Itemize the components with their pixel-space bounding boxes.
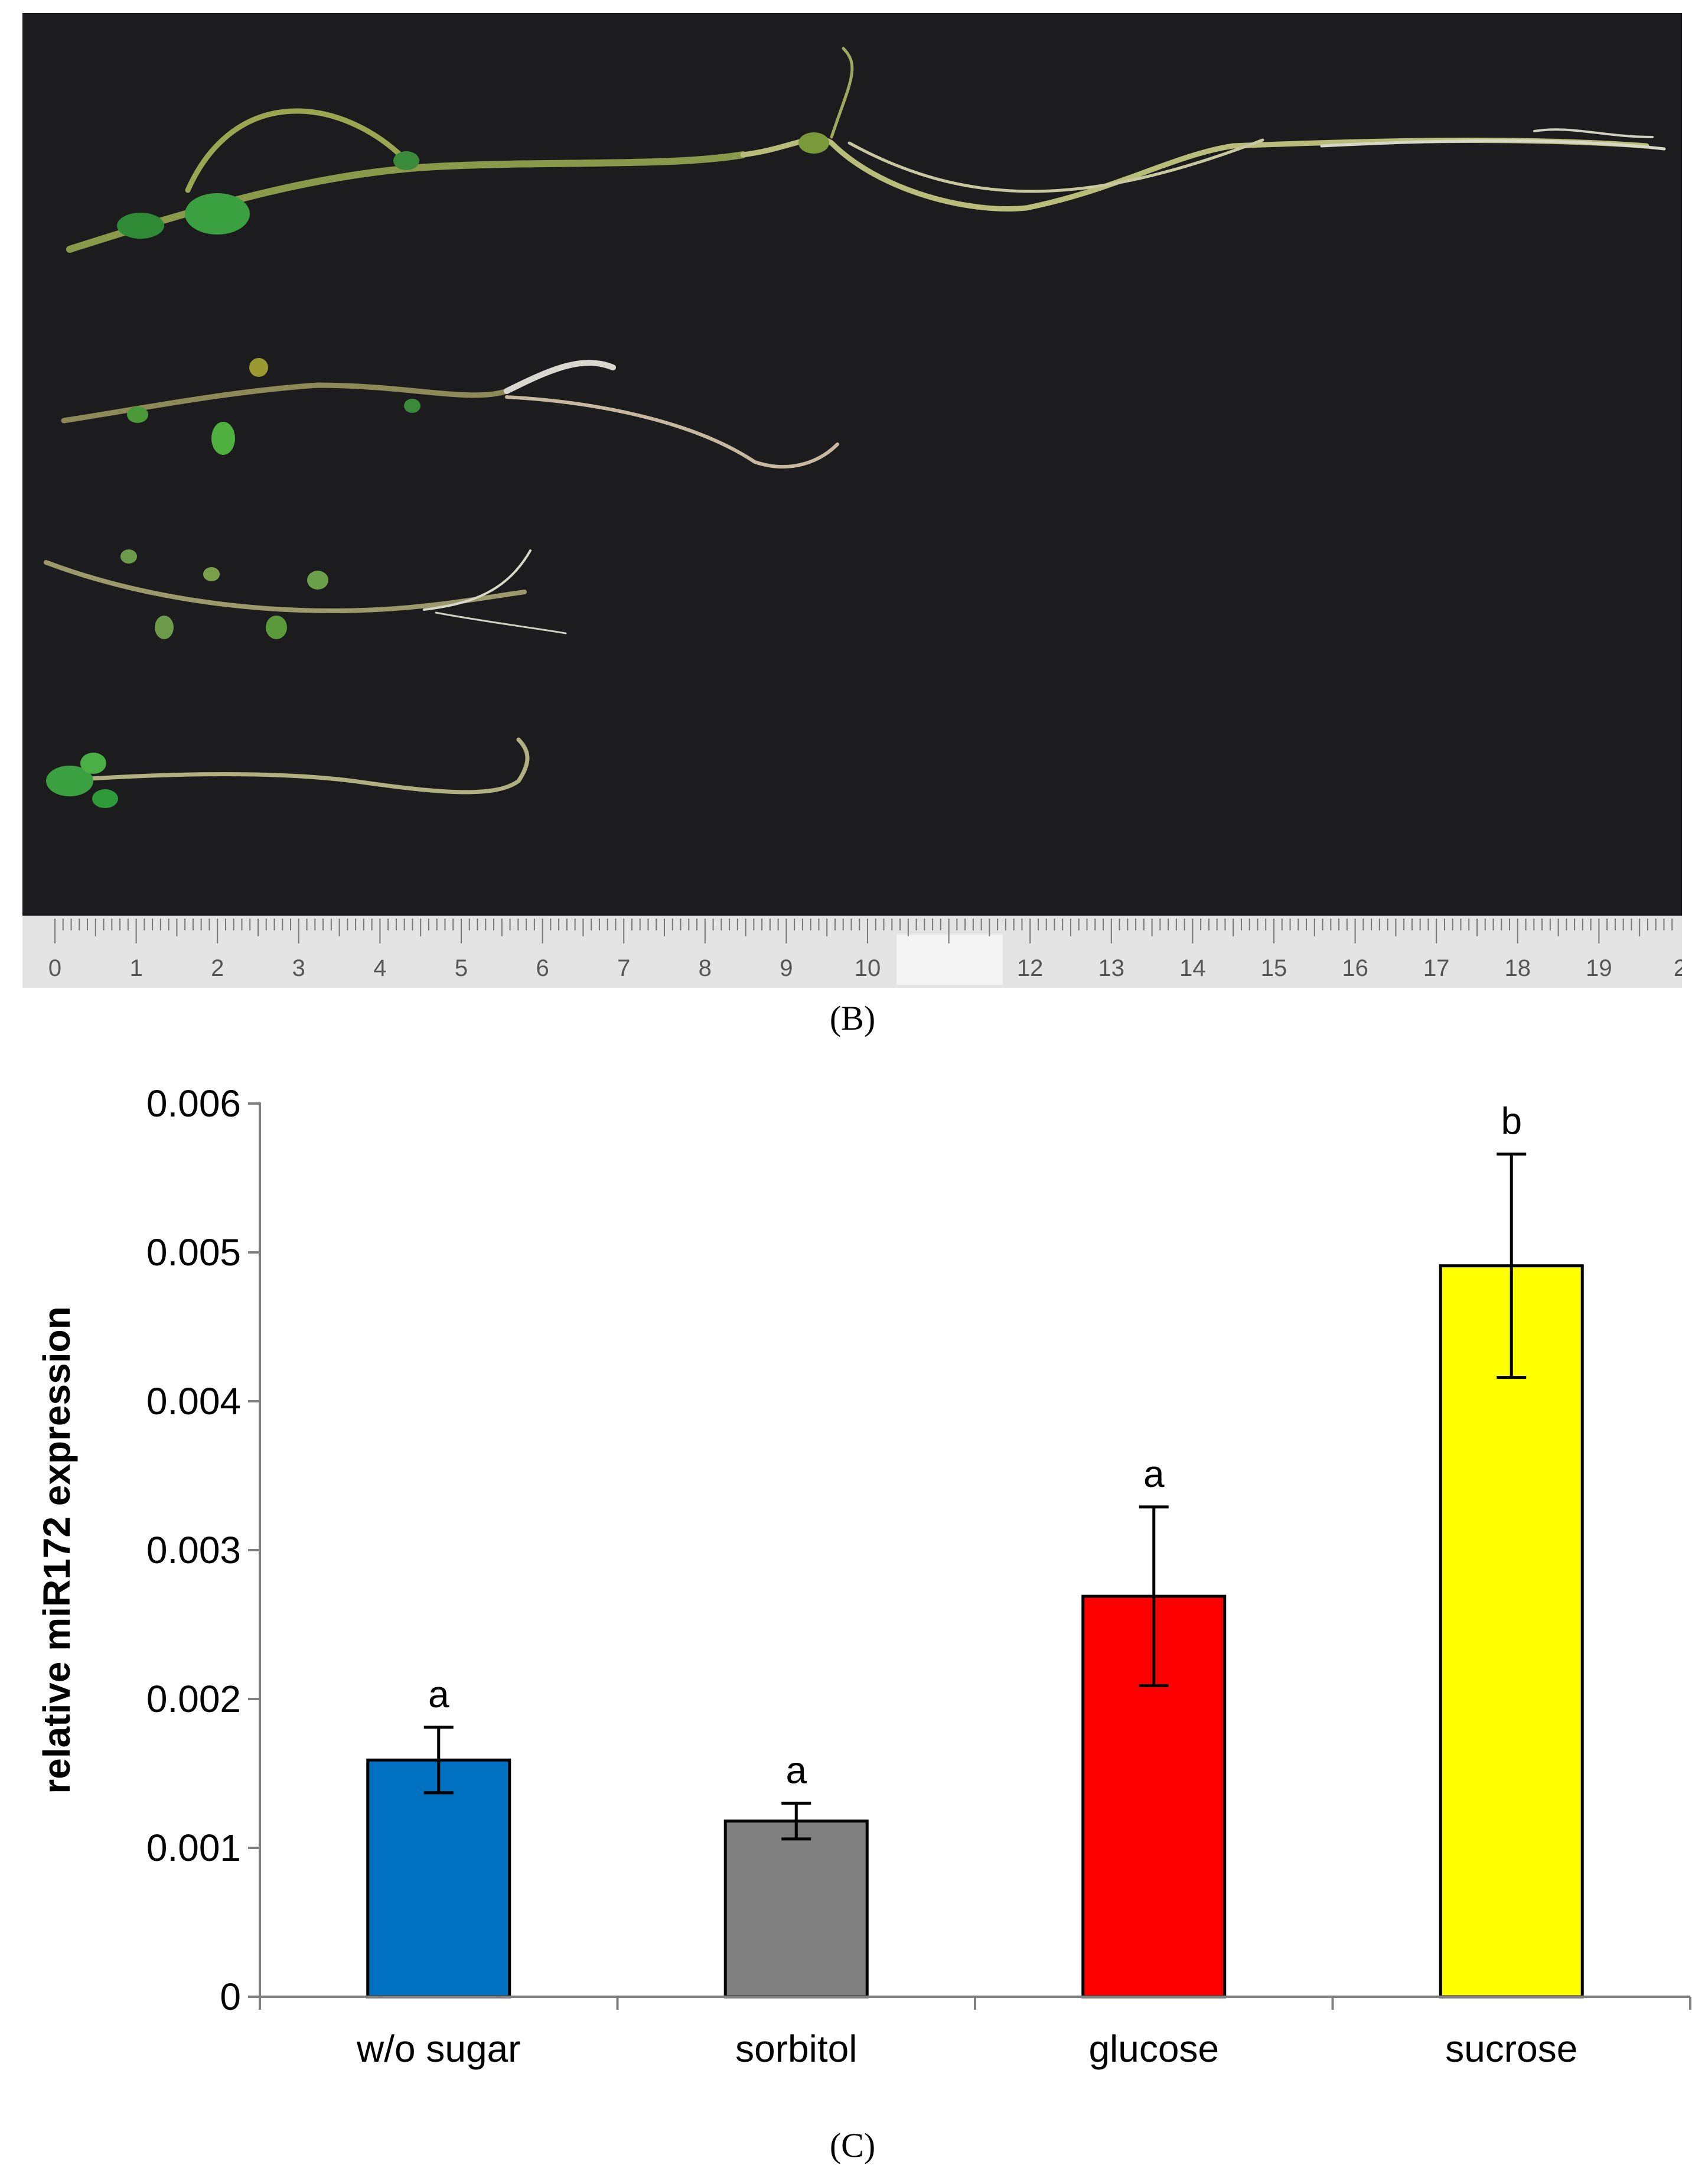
ruler-number: 1 xyxy=(129,955,142,981)
seedling-photo: 0 1 2 3 4 5 6 7 8 9 10 12 13 14 15 16 17 18 19 2 xyxy=(22,13,1682,988)
bar-w-o-sugar xyxy=(366,1758,511,1999)
bar-sorbitol xyxy=(723,1820,869,1999)
y-tick-label: 0.005 xyxy=(146,1231,241,1274)
ruler-number: 15 xyxy=(1261,955,1287,981)
y-axis-label: relative miR172 expression xyxy=(35,1306,78,1794)
ruler-blank-patch xyxy=(896,935,1003,985)
ruler-number: 5 xyxy=(455,955,468,981)
x-category-label: glucose xyxy=(1088,2027,1219,2070)
ruler-number: 13 xyxy=(1098,955,1125,981)
ruler: 0 1 2 3 4 5 6 7 8 9 10 12 13 14 15 16 17 18 19 2 xyxy=(22,916,1682,988)
bars: a a a b xyxy=(366,1100,1584,1999)
bar-sucrose xyxy=(1439,1264,1584,1999)
ruler-number: 19 xyxy=(1586,955,1612,981)
ruler-number: 2 xyxy=(1674,955,1682,981)
ruler-number: 9 xyxy=(780,955,793,981)
y-tick-label: 0.004 xyxy=(146,1380,241,1423)
seedling-photo-drawing: 0 1 2 3 4 5 6 7 8 9 10 12 13 14 15 16 17 18 19 2 xyxy=(22,13,1682,988)
ruler-number: 16 xyxy=(1342,955,1368,981)
y-axis-ticks: 0 0.001 0.002 0.003 0.004 0.005 0.006 xyxy=(146,1082,260,2018)
significance-letter: b xyxy=(1501,1100,1522,1143)
seedling-3 xyxy=(44,549,567,639)
bar-chart-svg: relative miR172 expression 0 0.001 0.002 0.… xyxy=(35,1082,1691,2070)
panel-label-b: (B) xyxy=(829,999,876,1037)
ruler-number: 7 xyxy=(617,955,630,981)
ruler-number: 14 xyxy=(1179,955,1206,981)
ruler-number: 12 xyxy=(1017,955,1044,981)
significance-letter: a xyxy=(1143,1453,1165,1495)
ruler-number: 10 xyxy=(855,955,881,981)
y-tick-label: 0 xyxy=(220,1975,241,2018)
y-tick-label: 0.002 xyxy=(146,1678,241,1720)
seedling-2 xyxy=(61,358,839,468)
bar-chart: relative miR172 expression 0 0.001 0.002 0.… xyxy=(0,1040,1705,2121)
x-category-label: w/o sugar xyxy=(356,2027,520,2070)
ruler-number: 18 xyxy=(1505,955,1531,981)
significance-letter: a xyxy=(785,1749,807,1791)
ruler-number: 17 xyxy=(1423,955,1450,981)
y-tick-label: 0.003 xyxy=(146,1529,241,1571)
category-labels: w/o sugar sorbitol glucose sucrose xyxy=(356,2027,1577,2070)
ruler-number: 8 xyxy=(699,955,712,981)
ruler-number: 4 xyxy=(373,955,386,981)
photo-background xyxy=(22,13,1682,916)
ruler-number: 6 xyxy=(536,955,549,981)
seedling-1 xyxy=(66,47,1666,253)
x-category-label: sucrose xyxy=(1445,2027,1577,2070)
ruler-number: 2 xyxy=(211,955,224,981)
ruler-number: 3 xyxy=(292,955,305,981)
axes xyxy=(259,1102,1691,2010)
x-category-label: sorbitol xyxy=(735,2027,857,2070)
significance-letter: a xyxy=(428,1673,449,1716)
y-tick-label: 0.001 xyxy=(146,1827,241,1869)
panel-label-c: (C) xyxy=(829,2126,876,2165)
ruler-number: 0 xyxy=(48,955,61,981)
seedling-4 xyxy=(46,737,530,808)
y-tick-label: 0.006 xyxy=(146,1082,241,1125)
